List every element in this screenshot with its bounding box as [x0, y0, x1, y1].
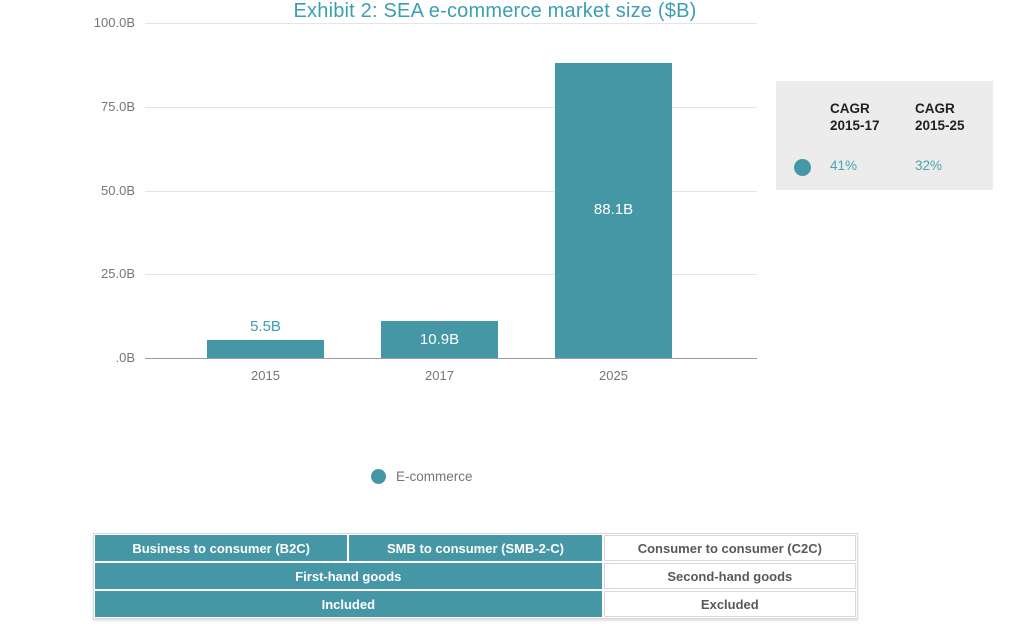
bar-value-label: 88.1B: [593, 201, 634, 219]
cell-included: Included: [95, 591, 602, 617]
bar-value-label: 5.5B: [250, 317, 281, 335]
x-axis-tick-label: 2025: [599, 368, 628, 383]
cagr-series-dot-icon: [794, 159, 811, 176]
comparison-table: Business to consumer (B2C) SMB to consum…: [93, 533, 858, 619]
cagr-value: 41%: [830, 158, 858, 173]
bar-2025: [555, 62, 672, 358]
gridline: [145, 106, 757, 108]
cell-second-hand-goods: Second-hand goods: [603, 563, 856, 589]
comparison-table-grid: Business to consumer (B2C) SMB to consum…: [95, 535, 856, 617]
cagr-value: 32%: [915, 158, 943, 173]
cagr-panel: CAGR 2015-17 41% CAGR 2015-25 32%: [776, 81, 993, 190]
cagr-column-2015-25: CAGR 2015-25 32%: [915, 100, 965, 173]
cagr-column-2015-17: CAGR 2015-17 41%: [830, 100, 880, 173]
cell-first-hand-goods: First-hand goods: [95, 563, 602, 589]
y-axis-tick-label: 50.0B: [101, 182, 135, 198]
cell-b2c: Business to consumer (B2C): [95, 535, 348, 561]
series-legend: E-commerce: [371, 469, 473, 484]
cell-c2c: Consumer to consumer (C2C): [603, 535, 856, 561]
cagr-header: CAGR 2015-17: [830, 101, 880, 133]
x-axis-tick-label: 2015: [251, 368, 280, 383]
cell-smb2c: SMB to consumer (SMB-2-C): [349, 535, 602, 561]
y-axis-tick-label: 25.0B: [101, 266, 135, 282]
gridline: [145, 23, 757, 24]
y-axis-tick-label: 100.0B: [93, 15, 135, 30]
bar-2017: [381, 321, 498, 358]
cell-excluded: Excluded: [603, 591, 856, 617]
legend-dot-icon: [371, 469, 386, 484]
y-axis-tick-label: .0B: [115, 350, 135, 365]
bar-2015: [207, 339, 324, 358]
legend-label: E-commerce: [396, 469, 473, 484]
x-axis-tick-label: 2017: [425, 368, 454, 383]
x-axis-line: [145, 358, 757, 359]
gridline: [145, 190, 757, 192]
bar-value-label: 10.9B: [419, 330, 460, 348]
y-axis-tick-label: 75.0B: [101, 98, 135, 114]
bar-chart: 100.0B 75.0B 50.0B 25.0B .0B 5.5B 2015 10.9B 201…: [0, 0, 775, 405]
gridline: [145, 274, 757, 276]
chart-title: Exhibit 2: SEA e-commerce market size ($…: [293, 0, 697, 22]
cagr-header: CAGR 2015-25: [915, 101, 965, 133]
